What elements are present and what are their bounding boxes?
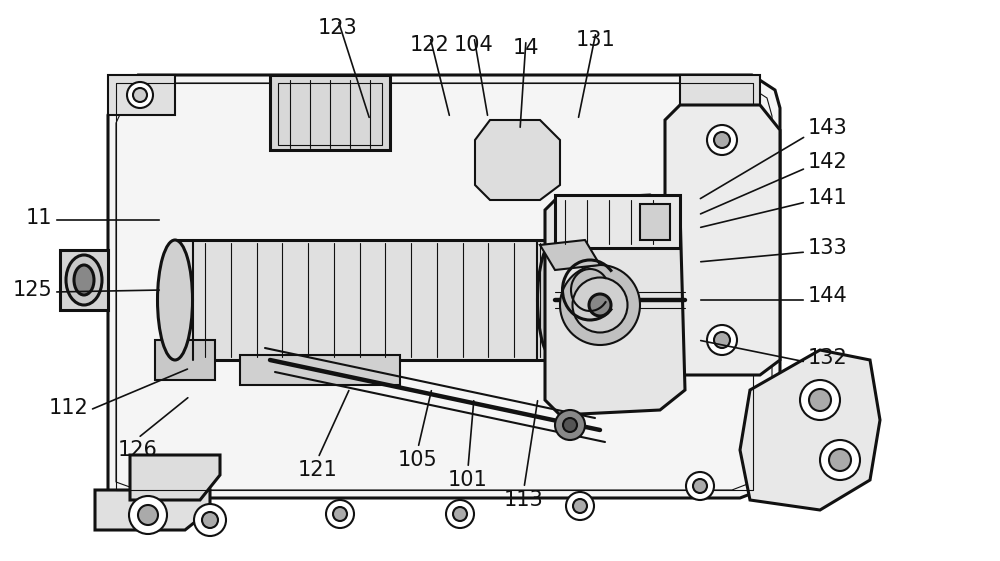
- Polygon shape: [475, 120, 560, 200]
- Text: 122: 122: [410, 35, 450, 55]
- Text: 121: 121: [298, 460, 338, 480]
- Ellipse shape: [566, 492, 594, 520]
- Ellipse shape: [560, 265, 640, 345]
- Text: 126: 126: [118, 440, 158, 460]
- Ellipse shape: [707, 125, 737, 155]
- Ellipse shape: [573, 499, 587, 513]
- Ellipse shape: [74, 265, 94, 295]
- Text: 133: 133: [808, 238, 848, 258]
- Polygon shape: [155, 340, 215, 380]
- Ellipse shape: [446, 500, 474, 528]
- Polygon shape: [175, 240, 555, 360]
- Text: 101: 101: [448, 470, 488, 490]
- Polygon shape: [680, 75, 760, 130]
- Ellipse shape: [589, 294, 611, 316]
- Ellipse shape: [66, 255, 102, 305]
- Polygon shape: [545, 195, 685, 415]
- Ellipse shape: [829, 449, 851, 471]
- Ellipse shape: [707, 325, 737, 355]
- Text: 141: 141: [808, 188, 848, 208]
- Text: 131: 131: [576, 30, 616, 50]
- Text: 143: 143: [808, 118, 848, 138]
- Ellipse shape: [809, 389, 831, 411]
- Ellipse shape: [138, 505, 158, 525]
- Polygon shape: [108, 75, 780, 498]
- Text: 11: 11: [26, 208, 52, 228]
- Ellipse shape: [127, 82, 153, 108]
- Ellipse shape: [202, 512, 218, 528]
- Ellipse shape: [453, 507, 467, 521]
- Polygon shape: [95, 490, 210, 530]
- Ellipse shape: [133, 88, 147, 102]
- Polygon shape: [540, 240, 600, 270]
- Ellipse shape: [333, 507, 347, 521]
- Ellipse shape: [686, 472, 714, 500]
- Ellipse shape: [129, 496, 167, 534]
- Ellipse shape: [158, 240, 192, 360]
- Polygon shape: [60, 250, 108, 310]
- Ellipse shape: [194, 504, 226, 536]
- Text: 142: 142: [808, 152, 848, 172]
- Ellipse shape: [714, 132, 730, 148]
- Ellipse shape: [714, 332, 730, 348]
- Ellipse shape: [555, 410, 585, 440]
- Text: 144: 144: [808, 286, 848, 306]
- Ellipse shape: [538, 240, 572, 360]
- Text: 132: 132: [808, 348, 848, 368]
- Text: 104: 104: [454, 35, 494, 55]
- Ellipse shape: [572, 278, 628, 333]
- Ellipse shape: [800, 380, 840, 420]
- Text: 14: 14: [513, 38, 539, 58]
- Ellipse shape: [326, 500, 354, 528]
- Polygon shape: [130, 455, 220, 500]
- Polygon shape: [108, 75, 175, 115]
- Polygon shape: [665, 105, 780, 375]
- Text: 105: 105: [398, 450, 438, 470]
- Polygon shape: [240, 355, 400, 385]
- Ellipse shape: [820, 440, 860, 480]
- Polygon shape: [270, 75, 390, 150]
- Text: 125: 125: [12, 280, 52, 300]
- Text: 112: 112: [48, 398, 88, 418]
- Ellipse shape: [563, 418, 577, 432]
- Polygon shape: [555, 195, 680, 248]
- Polygon shape: [640, 204, 670, 240]
- Ellipse shape: [693, 479, 707, 493]
- Polygon shape: [740, 350, 880, 510]
- Text: 113: 113: [504, 490, 544, 510]
- Text: 123: 123: [318, 18, 358, 38]
